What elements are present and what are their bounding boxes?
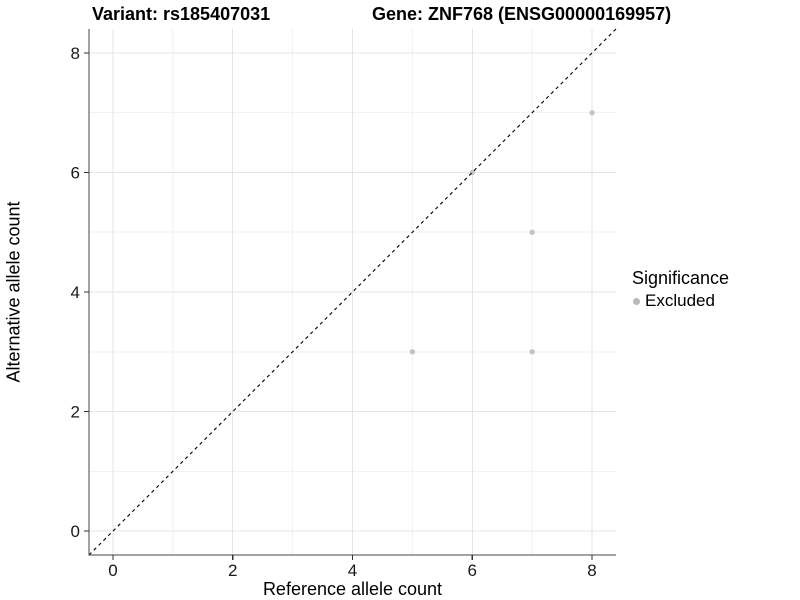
x-axis-tick-label: 2 [228,561,237,580]
x-axis-title: Reference allele count [262,579,443,599]
legend: Significance Excluded [630,268,729,311]
plot-title-gene: Gene: ZNF768 (ENSG00000169957) [372,4,672,24]
x-axis-tick-label: 4 [348,561,357,580]
y-axis-tick-label: 2 [71,403,80,422]
data-point [529,349,535,355]
x-axis-tick-label: 6 [468,561,477,580]
legend-marker-icon [633,297,640,305]
y-axis-title: Alternative allele count [3,201,24,383]
y-axis-tick-label: 6 [71,163,80,182]
data-point [409,349,416,355]
legend-entry-excluded: Excluded [630,291,729,311]
y-axis-tick-label: 8 [71,44,80,63]
legend-title: Significance [632,268,730,288]
x-axis-tick-label: 8 [587,561,596,580]
x-axis-tick-label: 0 [108,561,117,580]
identity-line [88,28,617,556]
legend-entry-label: Excluded [645,291,715,310]
data-point [589,109,595,116]
data-point [529,229,535,235]
plot-title-variant: Variant: rs185407031 [92,4,271,24]
y-axis-tick-label: 0 [71,522,80,541]
y-axis-tick-label: 4 [71,283,80,302]
